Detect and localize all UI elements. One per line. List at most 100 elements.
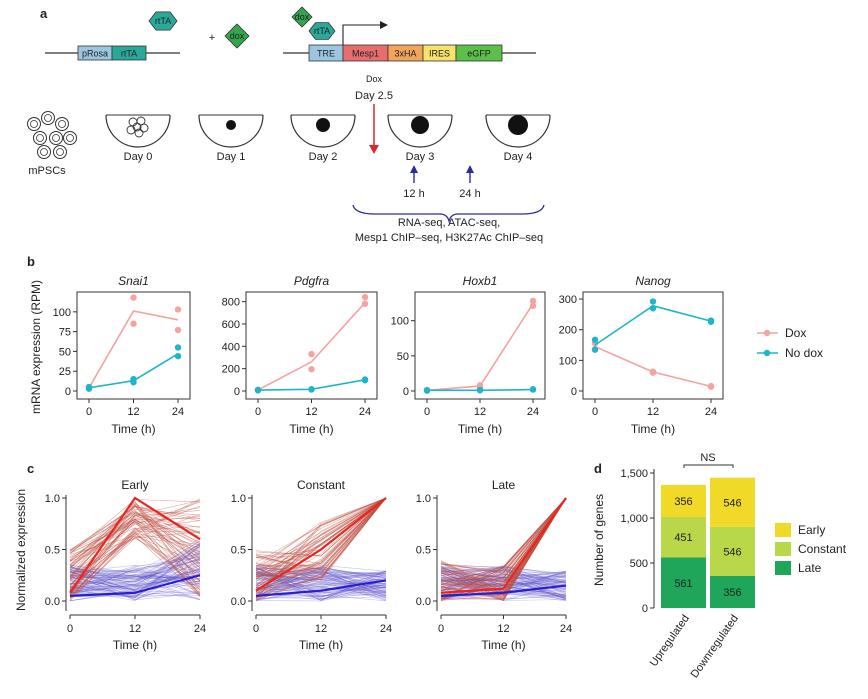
blue-trajectory [69, 557, 201, 583]
timepoint-arrow-head [466, 165, 474, 173]
red-trajectory [255, 497, 387, 569]
timepoint-arrow-head [410, 165, 418, 173]
red-trajectory [255, 497, 387, 577]
bar-value-label: 356 [723, 587, 741, 599]
blue-trajectory [440, 566, 567, 594]
mpsc-cell-nucleus [36, 134, 44, 142]
dox-label: Dox [366, 74, 383, 84]
blue-trajectory [69, 574, 201, 585]
blue-trajectory [255, 573, 387, 577]
x-tick-label: 0 [438, 623, 444, 635]
bar-segment-early [661, 484, 706, 517]
blue-trajectory [69, 539, 201, 573]
red-trajectory [69, 514, 201, 596]
embryoid-body [508, 115, 528, 135]
y-tick-label: 1.0 [416, 493, 431, 505]
x-axis-label: Time (h) [113, 638, 157, 652]
red-trajectory [69, 501, 201, 582]
blue-trajectory [255, 566, 387, 601]
red-trajectory [69, 509, 201, 561]
red-trajectory [440, 497, 567, 600]
blue-trajectory [69, 545, 201, 583]
y-tick-label: 50 [59, 346, 71, 358]
blue-trajectory [440, 578, 567, 597]
red-trajectory [255, 497, 387, 570]
red-trajectory [255, 497, 387, 599]
red-trajectory [69, 504, 201, 580]
data-point [529, 302, 537, 310]
red-trajectory [440, 497, 567, 582]
blue-trajectory [69, 570, 201, 581]
blue-trajectory [69, 571, 201, 596]
blue-trajectory [440, 570, 567, 581]
data-point [649, 305, 657, 312]
transcription-arrow-head [380, 21, 388, 29]
blue-trajectory [255, 572, 387, 591]
blue-trajectory [440, 568, 567, 578]
blue-trajectory [255, 576, 387, 597]
red-trajectory [255, 497, 387, 582]
day-label-2: Day 2 [309, 151, 338, 163]
blue-trajectory [69, 571, 201, 593]
legend-label: No dox [785, 346, 823, 360]
data-point [707, 382, 715, 390]
trajectory-lines [440, 497, 567, 602]
blue-trajectory [255, 566, 387, 578]
red-trajectory [69, 502, 201, 564]
blue-trajectory [440, 576, 567, 596]
legend-marker [763, 349, 771, 357]
blue-trajectory [440, 566, 567, 573]
blue-trajectory [69, 553, 201, 597]
panel-a: a pRosa rtTA rtTA + dox TRE Mesp1 3xHA IRES eGFP do… [27, 6, 551, 244]
red-trajectory [255, 497, 387, 567]
x-tick-label: 12 [474, 406, 486, 418]
blue-trajectory [69, 570, 201, 595]
blue-trajectory [69, 580, 201, 600]
red-trajectory [69, 506, 201, 551]
y-tick-label: 0.5 [231, 545, 246, 557]
mean-trajectory [69, 574, 201, 597]
blue-trajectory [69, 544, 201, 599]
blue-trajectory [255, 570, 387, 598]
blue-trajectory [69, 540, 201, 598]
construct2-block-label: 3xHA [394, 49, 416, 59]
y-tick-label: 0.0 [231, 596, 246, 608]
red-trajectory [69, 517, 201, 566]
well-cell [126, 125, 136, 135]
blue-trajectory [440, 566, 567, 591]
blue-trajectory [69, 555, 201, 591]
legend-swatch [775, 561, 791, 575]
blue-trajectory [69, 576, 201, 579]
day-label-0: Day 0 [124, 151, 153, 163]
blue-trajectory [69, 540, 201, 593]
red-trajectory [69, 499, 201, 601]
dox-arrow-head [369, 145, 379, 154]
red-trajectory [255, 497, 387, 578]
panel-b-y-axis-label: mRNA expression (RPM) [29, 280, 43, 414]
blue-trajectory [255, 568, 387, 591]
red-trajectory [255, 497, 387, 581]
red-trajectory [440, 497, 567, 600]
mean-trajectory [440, 497, 567, 594]
blue-trajectory [69, 565, 201, 597]
red-trajectory [69, 512, 201, 576]
blue-trajectory [440, 564, 567, 593]
red-trajectory [69, 520, 201, 554]
blue-trajectory [255, 568, 387, 578]
red-trajectory [440, 497, 567, 574]
red-trajectory [255, 497, 387, 564]
blue-trajectory [440, 572, 567, 587]
blue-trajectory [440, 577, 567, 586]
blue-trajectory [255, 571, 387, 598]
day-label-3: Day 3 [406, 151, 435, 163]
red-trajectory [69, 505, 201, 598]
data-point [529, 297, 537, 305]
data-point [591, 336, 599, 344]
complex-dox-shape [291, 6, 313, 28]
blue-trajectory [255, 572, 387, 602]
red-trajectory [440, 497, 567, 572]
red-trajectory [255, 497, 387, 567]
chart-title: Late [492, 478, 516, 492]
blue-trajectory [69, 556, 201, 591]
blue-trajectory [69, 542, 201, 587]
